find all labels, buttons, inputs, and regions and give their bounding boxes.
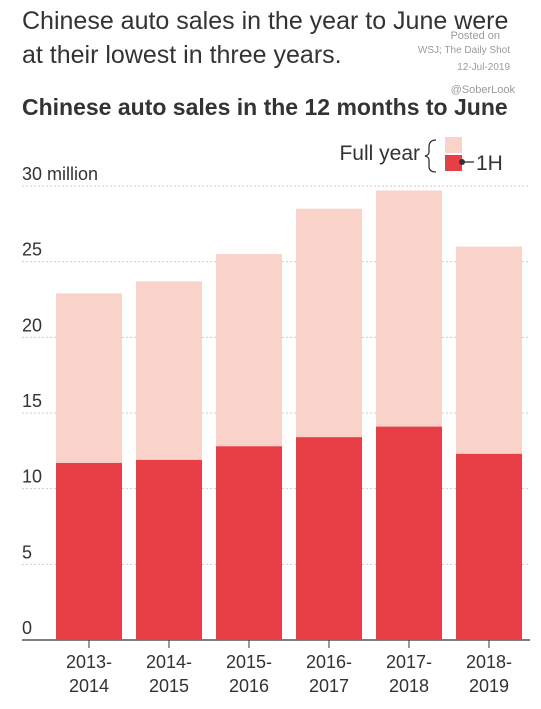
bar-1h	[376, 426, 442, 640]
y-tick-label: 20	[22, 315, 42, 335]
credit-handle: @SoberLook	[450, 84, 515, 96]
y-tick-label: 15	[22, 391, 42, 411]
bar-1h	[296, 437, 362, 640]
legend-swatch-full-year	[445, 137, 462, 153]
y-axis-ticks: 30 million 0 5 10 15 20 25	[22, 164, 98, 638]
legend-label-1h: 1H	[476, 152, 503, 175]
x-tick-label: 2018-2019	[466, 652, 512, 696]
x-tick-label: 2015-2016	[226, 652, 272, 696]
bar-1h	[216, 446, 282, 640]
y-tick-label: 25	[22, 240, 42, 260]
x-tick-label: 2017-2018	[386, 652, 432, 696]
x-tick-label: 2016-2017	[306, 652, 352, 696]
credit-source: WSJ; The Daily Shot	[417, 45, 510, 56]
bar-1h	[56, 462, 122, 640]
legend-label-full-year: Full year	[339, 142, 420, 165]
legend-brace-icon	[424, 139, 437, 173]
legend: Full year 1H	[339, 137, 503, 175]
y-tick-label: 30 million	[22, 164, 98, 184]
x-tick-label: 2013-2014	[66, 652, 112, 696]
credit-date: 12-Jul-2019	[457, 62, 510, 73]
y-tick-label: 10	[22, 467, 42, 487]
x-axis-labels: 2013-2014 2014-2015 2015-2016 2016-2017 2017…	[66, 640, 512, 696]
headline: Chinese auto sales in the year to June w…	[22, 7, 509, 69]
legend-swatch-1h	[445, 155, 462, 171]
credit-posted-on: Posted on	[450, 30, 500, 42]
chart-title: Chinese auto sales in the 12 months to J…	[22, 94, 508, 120]
bars	[56, 190, 522, 641]
y-tick-label: 0	[22, 618, 32, 638]
x-tick-label: 2014-2015	[146, 652, 192, 696]
bar-1h	[456, 453, 522, 640]
bar-1h	[136, 459, 202, 640]
y-tick-label: 5	[22, 542, 32, 562]
